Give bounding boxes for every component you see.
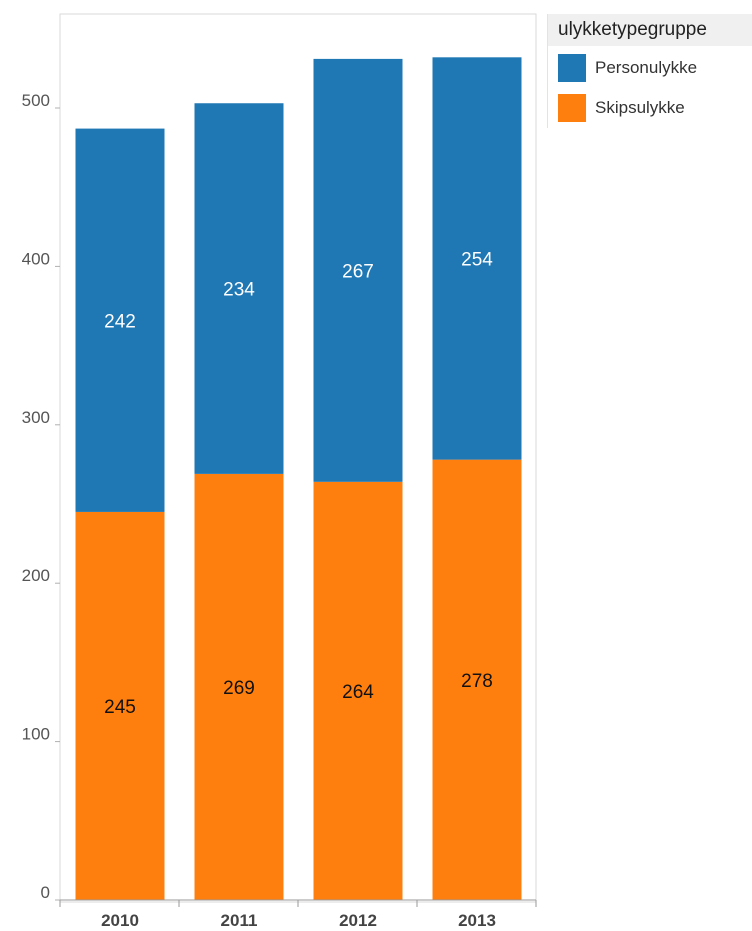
legend-item-personulykke[interactable]: Personulykke: [558, 54, 697, 82]
bar-skipsulykke-2011[interactable]: [194, 473, 284, 900]
bar-personulykke-2011[interactable]: [194, 103, 284, 474]
bar-personulykke-2012[interactable]: [313, 58, 403, 482]
x-tick-label-2010: 2010: [101, 911, 139, 930]
bar-personulykke-2010[interactable]: [75, 128, 165, 512]
legend-item-skipsulykke[interactable]: Skipsulykke: [558, 94, 685, 122]
x-axis: 2010 2011 2012 2013: [59, 899, 537, 930]
legend-title: ulykketypegruppe: [548, 14, 752, 46]
data-label-personulykke-2010: 242: [104, 311, 136, 332]
legend-swatch-skipsulykke: [558, 94, 586, 122]
legend-label-skipsulykke: Skipsulykke: [595, 98, 685, 117]
bar-skipsulykke-2012[interactable]: [313, 481, 403, 900]
data-label-personulykke-2011: 234: [223, 280, 255, 301]
x-tick-label-2012: 2012: [339, 911, 377, 930]
legend-swatch-personulykke: [558, 54, 586, 82]
data-label-skipsulykke-2010: 245: [104, 697, 136, 718]
y-tick-label: 500: [22, 91, 50, 110]
y-tick-label: 300: [22, 408, 50, 427]
data-label-personulykke-2013: 254: [461, 249, 493, 270]
data-label-skipsulykke-2013: 278: [461, 671, 493, 692]
bars: 245 242 269 234 264 267 278 254: [75, 57, 522, 900]
bar-personulykke-2013[interactable]: [432, 57, 522, 460]
x-tick-label-2013: 2013: [458, 911, 496, 930]
y-tick-label: 100: [22, 725, 50, 744]
y-tick-label: 400: [22, 249, 50, 268]
bar-skipsulykke-2013[interactable]: [432, 459, 522, 900]
y-tick-label: 0: [41, 883, 50, 902]
y-tick-label: 200: [22, 566, 50, 585]
legend: ulykketypegruppe Personulykke Skipsulykk…: [547, 14, 752, 128]
x-tick-label-2011: 2011: [221, 911, 258, 930]
data-label-skipsulykke-2011: 269: [223, 678, 255, 699]
data-label-personulykke-2012: 267: [342, 261, 374, 282]
y-axis: 0 100 200 300 400 500: [22, 91, 60, 902]
legend-label-personulykke: Personulykke: [595, 58, 698, 77]
data-label-skipsulykke-2012: 264: [342, 682, 374, 703]
bar-skipsulykke-2010[interactable]: [75, 511, 165, 900]
stacked-bar-chart: 0 100 200 300 400 500 245 242 269 234 264 267 278 25…: [22, 13, 537, 930]
